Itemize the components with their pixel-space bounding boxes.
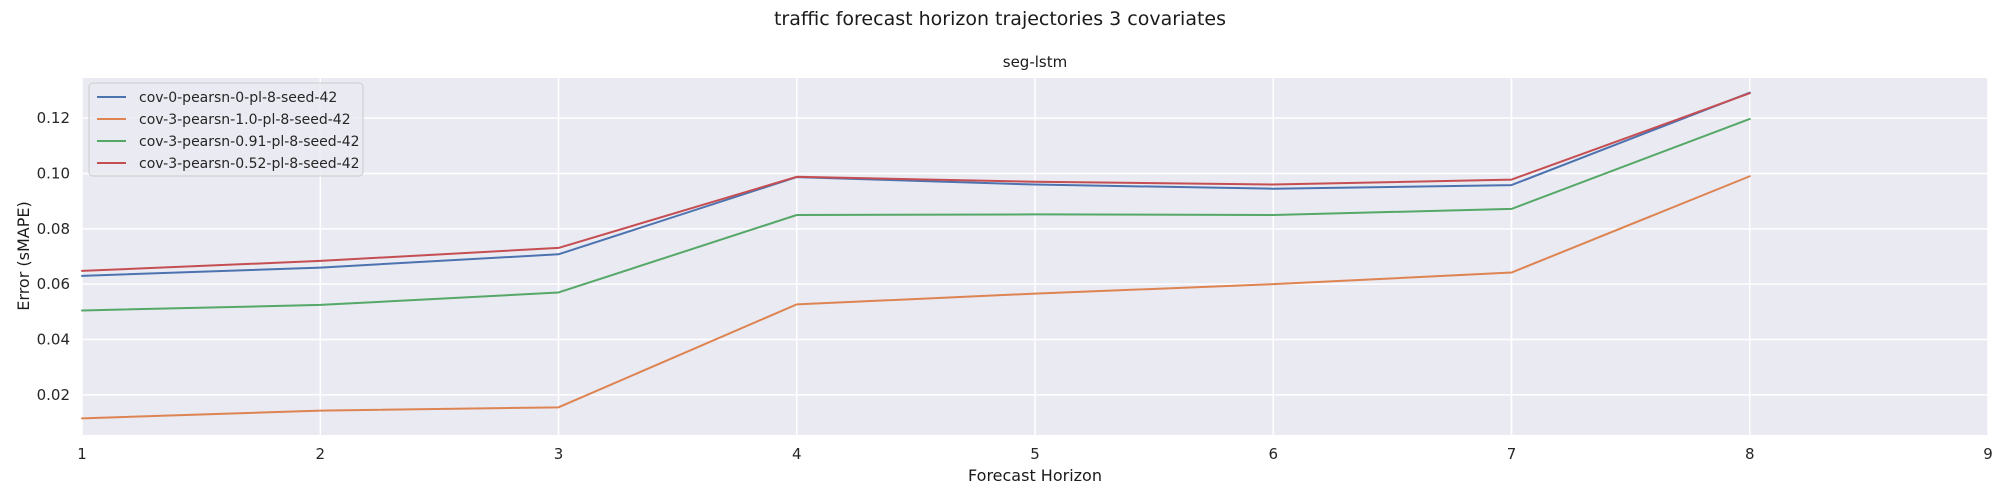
- figure-suptitle: traffic forecast horizon trajectories 3 …: [774, 8, 1226, 30]
- y-tick-label: 0.08: [37, 220, 70, 238]
- series-line-3: [81, 92, 1751, 272]
- series-line-1: [81, 175, 1751, 420]
- y-axis-ticks: 0.02 0.04 0.06 0.08 0.10 0.12: [37, 109, 70, 404]
- legend: cov-0-pearsn-0-pl-8-seed-42 cov-3-pearsn-…: [88, 82, 364, 177]
- x-tick-label: 9: [1983, 445, 1993, 463]
- x-tick-label: 8: [1745, 445, 1755, 463]
- x-tick-label: 5: [1030, 445, 1040, 463]
- y-tick-label: 0.10: [37, 164, 70, 182]
- x-axis-ticks: 1 2 3 4 5 6 7 8 9: [77, 445, 1993, 463]
- legend-label: cov-3-pearsn-0.52-pl-8-seed-42: [139, 156, 360, 172]
- x-axis-label: Forecast Horizon: [968, 466, 1102, 485]
- x-tick-label: 2: [315, 445, 325, 463]
- y-tick-label: 0.04: [37, 331, 70, 349]
- x-tick-label: 1: [77, 445, 87, 463]
- x-tick-label: 4: [792, 445, 802, 463]
- legend-box: [88, 82, 364, 177]
- legend-label: cov-3-pearsn-1.0-pl-8-seed-42: [139, 112, 351, 128]
- y-tick-label: 0.12: [37, 109, 70, 127]
- x-tick-label: 6: [1268, 445, 1278, 463]
- y-axis-label: Error (sMAPE): [14, 201, 33, 310]
- y-tick-label: 0.02: [37, 386, 70, 404]
- x-tick-label: 3: [554, 445, 564, 463]
- series-line-0: [81, 91, 1751, 277]
- legend-label: cov-3-pearsn-0.91-pl-8-seed-42: [139, 134, 360, 150]
- y-tick-label: 0.06: [37, 275, 70, 293]
- series-lines: [81, 91, 1751, 420]
- legend-label: cov-0-pearsn-0-pl-8-seed-42: [139, 90, 337, 106]
- gridlines: [81, 78, 1989, 435]
- chart-title: seg-lstm: [1003, 53, 1067, 71]
- x-tick-label: 7: [1507, 445, 1517, 463]
- series-line-2: [81, 117, 1751, 312]
